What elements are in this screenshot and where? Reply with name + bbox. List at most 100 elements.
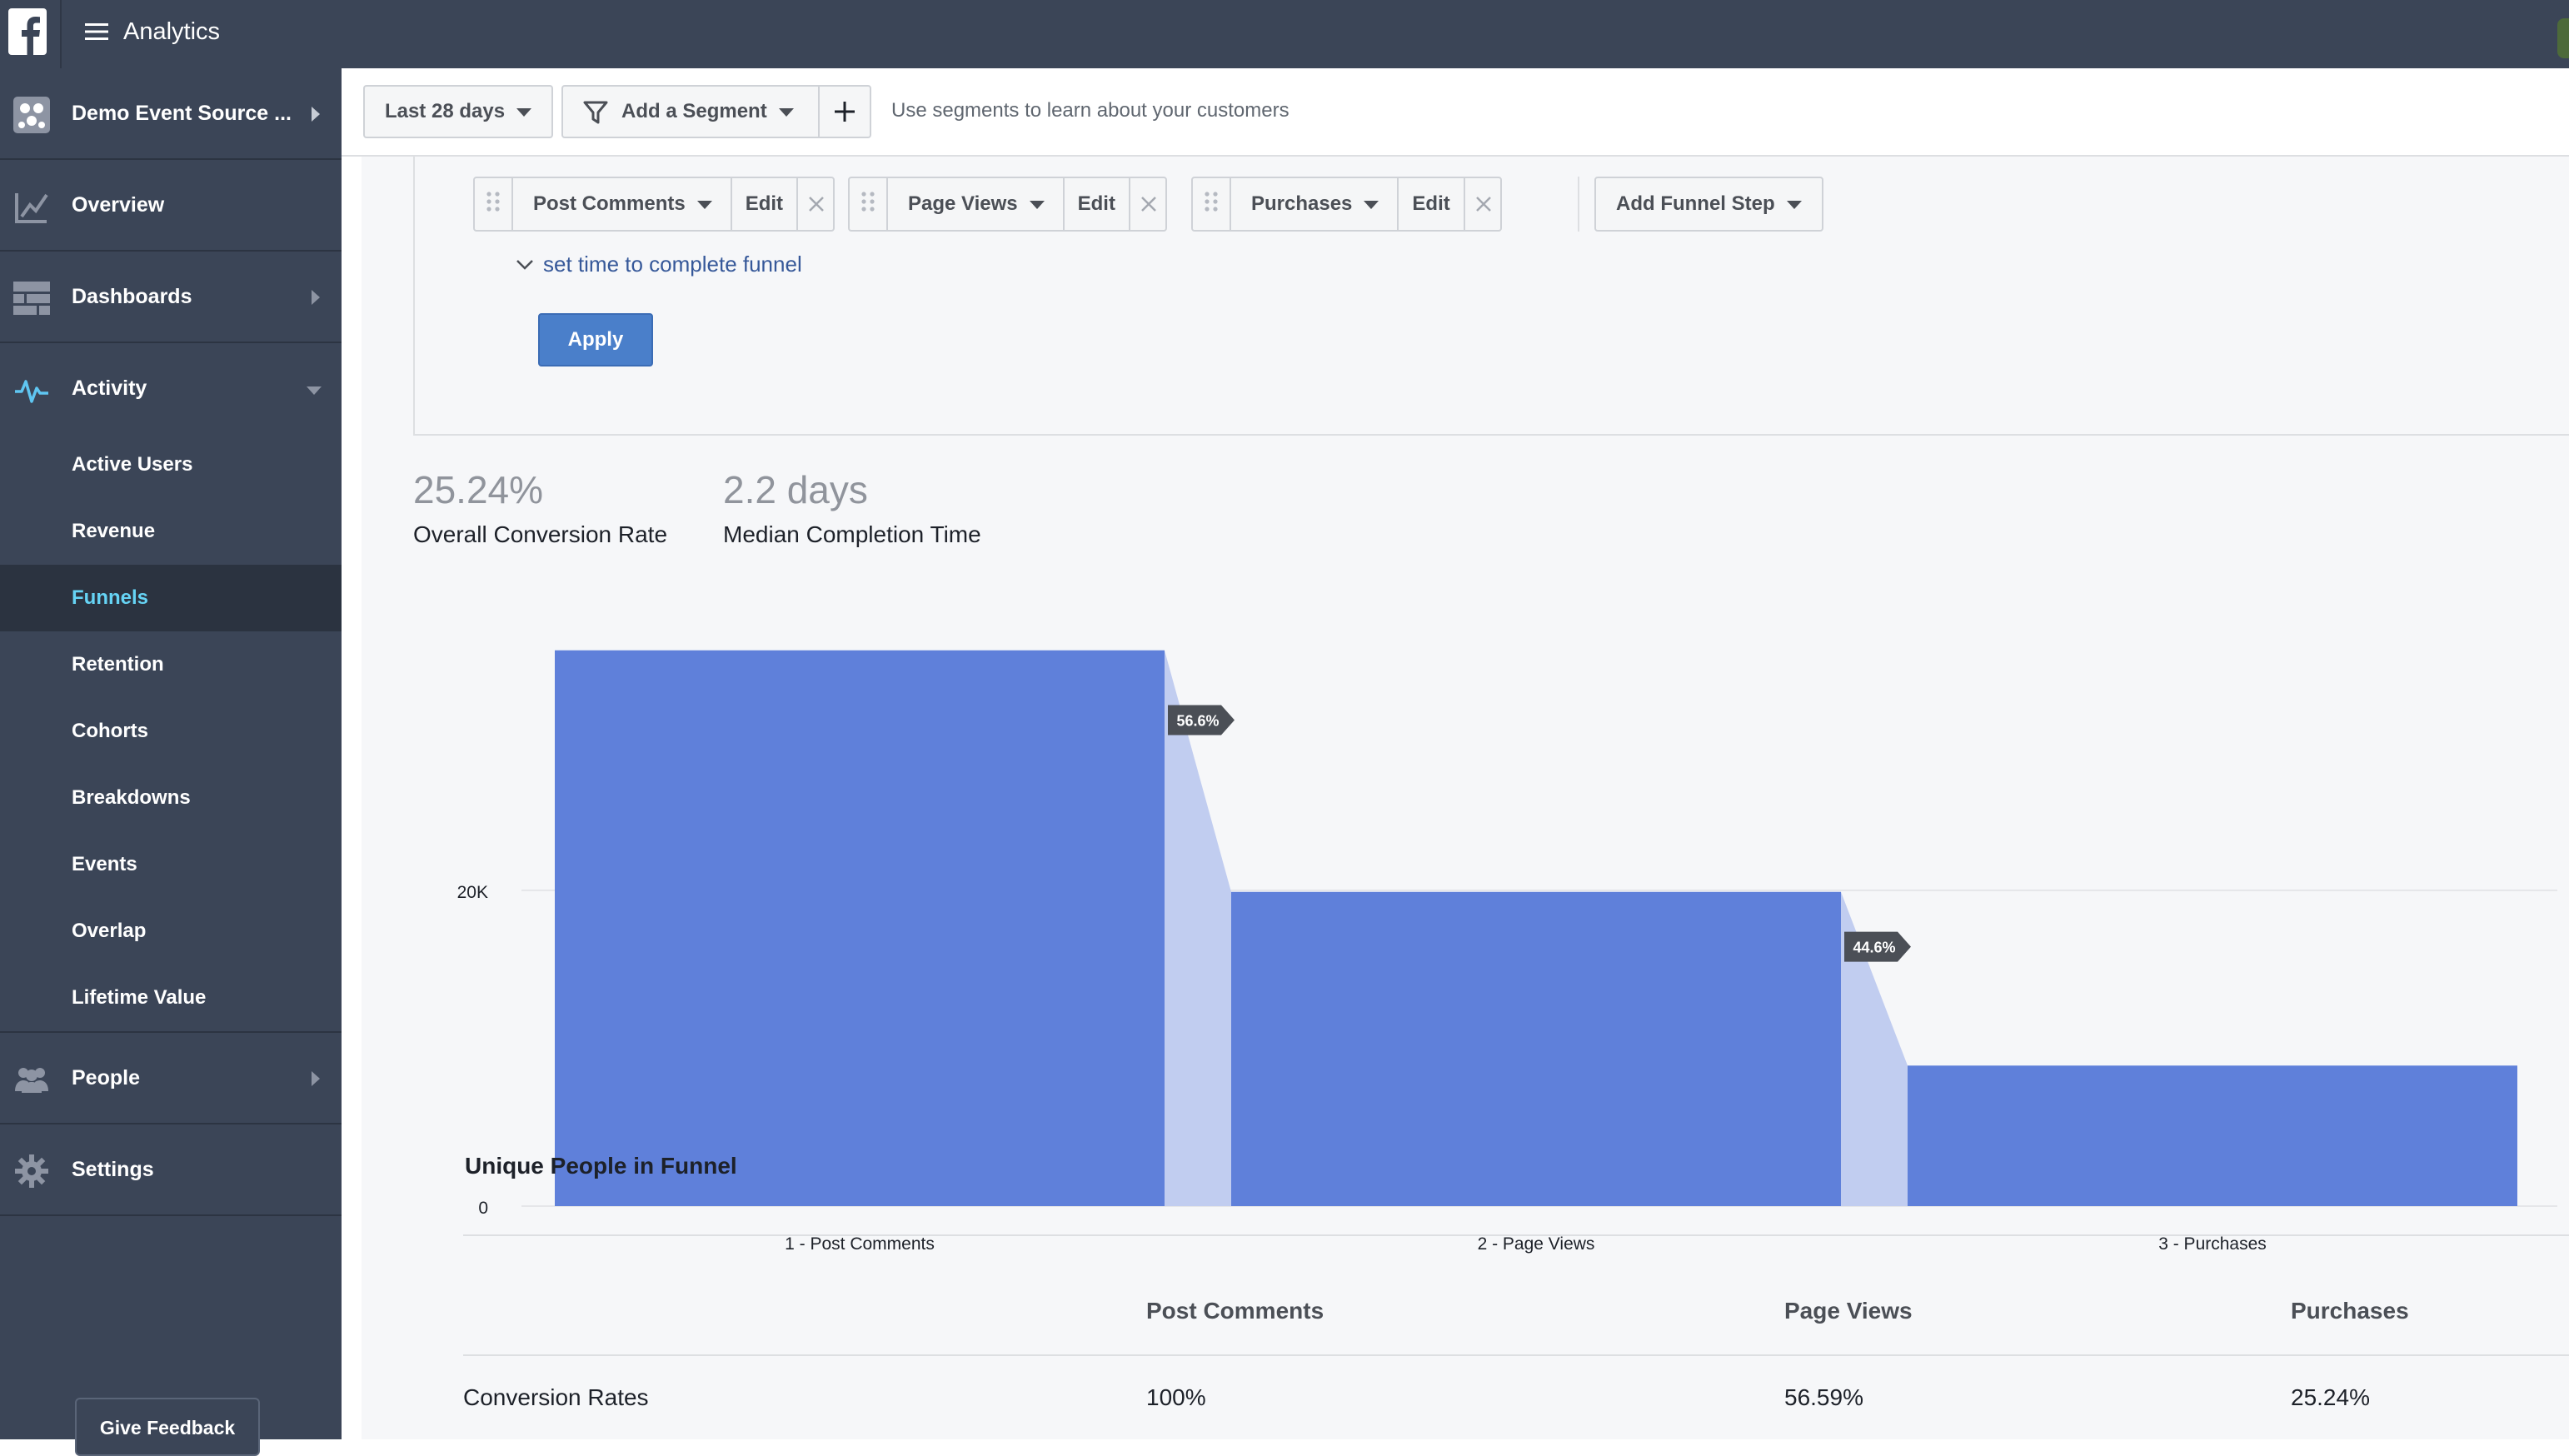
hamburger-menu-icon[interactable]	[85, 22, 108, 42]
funnel-chart: 0 20K 56.6% 44.6% 1 - Post Comments 2 - Page …	[457, 650, 2557, 1254]
sidebar-subitem-active-users[interactable]: Active Users	[0, 431, 342, 498]
table-divider	[463, 1234, 2569, 1236]
funnel-step-dropdown[interactable]: Post Comments	[513, 178, 732, 230]
sidebar-item-settings[interactable]: Settings	[0, 1124, 342, 1216]
sidebar-subitem-label: Cohorts	[72, 720, 148, 742]
date-range-dropdown[interactable]: Last 28 days	[363, 85, 553, 138]
sidebar: Demo Event Source ... Overview Dashboard…	[0, 68, 342, 1456]
sidebar-subitem-label: Active Users	[72, 453, 193, 476]
filter-icon	[583, 101, 608, 124]
sidebar-item-people[interactable]: People	[0, 1033, 342, 1124]
table-header-post-comments: Post Comments	[1146, 1298, 1324, 1324]
drag-handle-icon[interactable]	[475, 178, 513, 230]
event-source-icon	[13, 97, 50, 133]
sidebar-subitem-label: Revenue	[72, 520, 156, 542]
funnel-bar	[1231, 891, 1841, 1206]
funnel-step-post-comments: Post Comments Edit	[473, 177, 836, 232]
add-step-label: Add Funnel Step	[1616, 192, 1775, 215]
sidebar-item-label: People	[72, 1066, 140, 1090]
date-range-label: Last 28 days	[384, 100, 506, 122]
table-row-label: Conversion Rates	[463, 1384, 649, 1410]
funnel-bar	[555, 650, 1165, 1206]
completion-time-label: Median Completion Time	[723, 521, 981, 547]
x-tick-label: 2 - Page Views	[1478, 1234, 1595, 1254]
plus-icon	[835, 102, 855, 122]
chevron-right-icon	[312, 107, 320, 122]
chevron-down-icon	[516, 260, 533, 270]
segment-hint: Use segments to learn about your custome…	[891, 99, 1289, 122]
add-segment-dropdown[interactable]: Add a Segment	[561, 85, 825, 138]
sidebar-item-label: Dashboards	[72, 285, 192, 308]
set-time-label: set time to complete funnel	[543, 252, 802, 277]
conversion-label: 44.6%	[1853, 940, 1895, 956]
sidebar-subitem-overlap[interactable]: Overlap	[0, 898, 342, 965]
close-icon	[809, 197, 824, 212]
sidebar-source-label: Demo Event Source ...	[72, 102, 292, 125]
step-edit-button[interactable]: Edit	[1065, 178, 1130, 230]
app-title: Analytics	[123, 18, 221, 45]
table-title: Unique People in Funnel	[465, 1153, 737, 1179]
step-remove-button[interactable]	[1465, 178, 1500, 230]
sidebar-subitem-label: Breakdowns	[72, 786, 191, 809]
divider	[1578, 177, 1579, 232]
caret-down-icon	[1029, 200, 1045, 209]
sidebar-subitem-breakdowns[interactable]: Breakdowns	[0, 765, 342, 831]
sidebar-item-label: Overview	[72, 193, 165, 217]
funnel-step-purchases: Purchases Edit	[1191, 177, 1502, 232]
set-time-toggle[interactable]: set time to complete funnel	[516, 250, 802, 278]
dropoff-area	[1841, 891, 1908, 1206]
step-edit-button[interactable]: Edit	[732, 178, 799, 230]
funnel-step-dropdown[interactable]: Purchases	[1231, 178, 1399, 230]
table-cell: 100%	[1146, 1384, 1206, 1410]
conversion-badge	[1844, 931, 1911, 962]
close-icon	[1475, 197, 1491, 212]
step-remove-button[interactable]	[798, 178, 833, 230]
add-segment-plus-button[interactable]	[818, 85, 871, 138]
x-tick-label: 3 - Purchases	[2158, 1234, 2267, 1254]
sidebar-subitem-label: Lifetime Value	[72, 986, 207, 1009]
sidebar-subitem-funnels[interactable]: Funnels	[0, 565, 342, 631]
caret-down-icon	[696, 200, 712, 209]
chevron-down-icon	[307, 386, 322, 395]
sidebar-event-source[interactable]: Demo Event Source ...	[0, 68, 342, 160]
caret-down-icon	[1364, 200, 1379, 209]
sidebar-subitem-label: Events	[72, 853, 137, 875]
step-name-label: Post Comments	[533, 192, 686, 215]
step-remove-button[interactable]	[1130, 178, 1165, 230]
table-cell: 56.59%	[1784, 1384, 1863, 1410]
chevron-right-icon	[312, 1071, 320, 1086]
funnel-bar	[1908, 1065, 2517, 1206]
drag-handle-icon[interactable]	[850, 178, 888, 230]
gear-icon	[15, 1154, 48, 1188]
sidebar-item-dashboards[interactable]: Dashboards	[0, 252, 342, 343]
step-edit-button[interactable]: Edit	[1399, 178, 1465, 230]
sidebar-item-activity[interactable]: Activity	[0, 343, 342, 435]
top-divider	[60, 0, 62, 68]
sidebar-subitem-revenue[interactable]: Revenue	[0, 498, 342, 565]
chart-line-icon	[15, 193, 48, 223]
conversion-rate-label: Overall Conversion Rate	[413, 521, 668, 547]
sidebar-subitem-lifetime-value[interactable]: Lifetime Value	[0, 965, 342, 1033]
sidebar-subitem-retention[interactable]: Retention	[0, 631, 342, 698]
toolbar: Last 28 days Add a Segment Use segments …	[342, 68, 2569, 157]
funnel-step-dropdown[interactable]: Page Views	[888, 178, 1065, 230]
avatar[interactable]	[2557, 18, 2569, 58]
apply-button[interactable]: Apply	[538, 313, 653, 366]
sidebar-item-overview[interactable]: Overview	[0, 160, 342, 252]
table-header-purchases: Purchases	[2291, 1298, 2409, 1324]
drag-handle-icon[interactable]	[1193, 178, 1231, 230]
sidebar-item-label: Settings	[72, 1158, 154, 1181]
top-bar: Analytics	[0, 0, 2569, 68]
give-feedback-button[interactable]: Give Feedback	[75, 1398, 260, 1456]
funnel-config-panel: Post Comments Edit Page Views Edit Purch…	[413, 157, 2569, 436]
facebook-logo-icon[interactable]	[8, 8, 47, 55]
conversion-badge	[1168, 705, 1235, 735]
sidebar-subitem-label: Overlap	[72, 920, 147, 942]
close-icon	[1141, 197, 1156, 212]
sidebar-subitem-cohorts[interactable]: Cohorts	[0, 698, 342, 765]
caret-down-icon	[778, 107, 794, 117]
sidebar-subitem-events[interactable]: Events	[0, 831, 342, 898]
main-content: Post Comments Edit Page Views Edit Purch…	[342, 157, 2569, 1439]
add-funnel-step-button[interactable]: Add Funnel Step	[1594, 177, 1823, 232]
conversion-label: 56.6%	[1176, 713, 1219, 730]
